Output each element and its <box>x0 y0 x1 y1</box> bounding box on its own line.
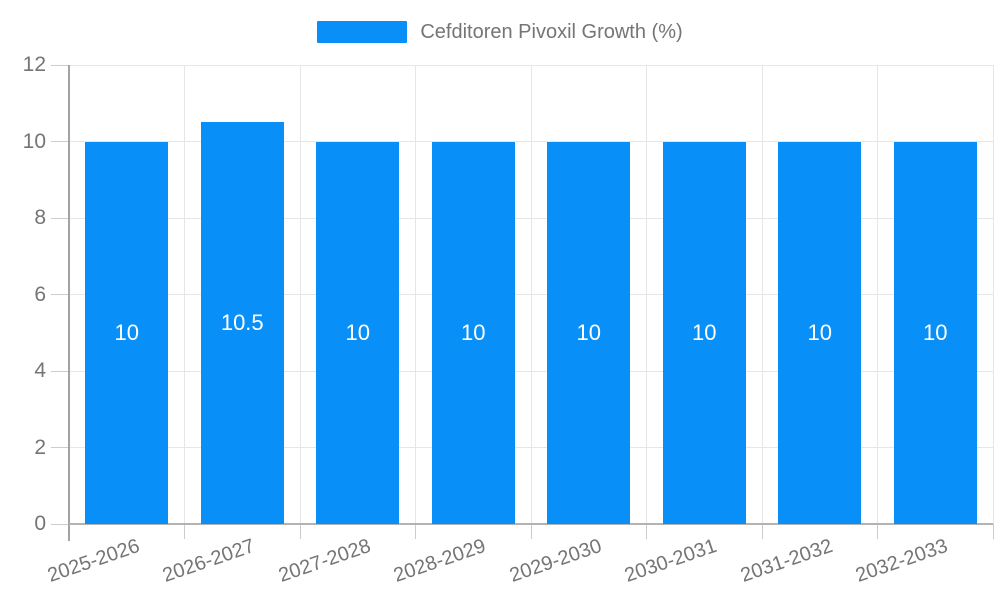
y-axis-tick <box>51 523 69 525</box>
x-gridline <box>530 65 532 524</box>
x-gridline <box>877 65 878 524</box>
bar <box>200 122 284 524</box>
y-axis-tick-label: 4 <box>34 359 46 382</box>
bar <box>316 141 400 524</box>
x-axis-tick <box>299 524 301 539</box>
y-axis-tick <box>51 141 69 142</box>
bar <box>662 141 746 524</box>
x-axis-tick <box>415 524 416 539</box>
x-axis-tick <box>646 524 647 539</box>
y-axis-tick <box>51 447 69 448</box>
y-axis-tick <box>51 370 69 372</box>
legend[interactable]: Cefditoren Pivoxil Growth (%) <box>0 21 1000 43</box>
y-axis-tick-label: 12 <box>22 53 46 76</box>
x-axis-tick <box>877 524 878 539</box>
y-axis-tick <box>51 64 69 66</box>
x-axis-tick <box>184 524 185 539</box>
legend-label: Cefditoren Pivoxil Growth (%) <box>420 21 683 43</box>
y-axis-line <box>68 65 70 541</box>
y-axis-tick <box>51 294 69 295</box>
y-axis-tick-label: 8 <box>34 206 46 229</box>
bar <box>547 141 631 524</box>
x-gridline <box>299 65 301 524</box>
bar <box>778 141 862 524</box>
y-axis-tick <box>51 217 69 219</box>
bar <box>893 141 977 524</box>
y-axis-tick-label: 0 <box>34 512 46 535</box>
x-gridline <box>992 65 994 524</box>
y-axis-tick-label: 6 <box>34 282 46 306</box>
x-axis-tick <box>530 524 532 539</box>
bar <box>85 141 169 524</box>
x-gridline <box>184 65 185 524</box>
legend-swatch <box>317 21 408 43</box>
x-gridline <box>761 65 763 524</box>
x-gridline <box>415 65 416 524</box>
bar <box>431 141 515 524</box>
x-axis-tick <box>761 524 763 539</box>
x-axis-tick <box>992 524 994 539</box>
y-axis-tick-label: 2 <box>34 435 46 459</box>
x-gridline <box>646 65 647 524</box>
x-axis-line <box>69 523 993 525</box>
y-axis-tick-label: 10 <box>22 129 46 153</box>
